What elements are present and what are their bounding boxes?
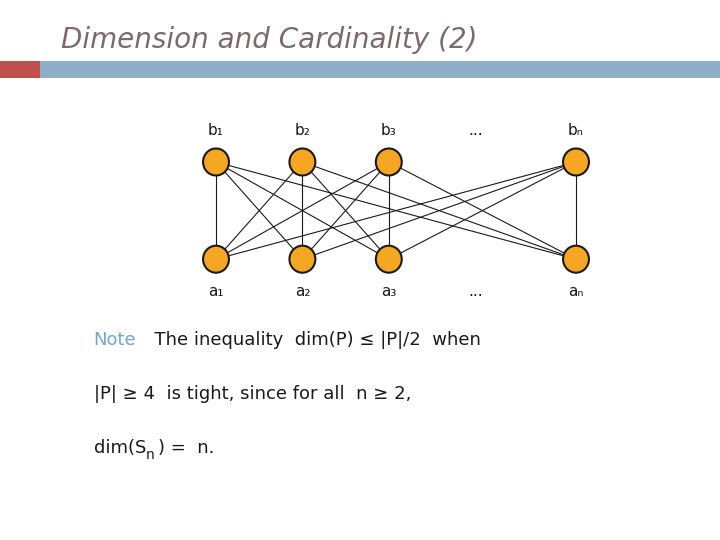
Ellipse shape [289,148,315,176]
Text: b₂: b₂ [294,123,310,138]
Bar [0,61,40,78]
Text: aₙ: aₙ [568,284,584,299]
Text: ...: ... [468,123,482,138]
Text: |P| ≥ 4  is tight, since for all  n ≥ 2,: |P| ≥ 4 is tight, since for all n ≥ 2, [94,385,411,403]
Ellipse shape [203,246,229,273]
Text: b₃: b₃ [381,123,397,138]
Ellipse shape [376,148,402,176]
Ellipse shape [563,246,589,273]
Text: The inequality  dim(P) ≤ |P|/2  when: The inequality dim(P) ≤ |P|/2 when [143,331,480,349]
Text: a₃: a₃ [381,284,397,299]
Text: Dimension and Cardinality (2): Dimension and Cardinality (2) [61,26,477,55]
Text: a₁: a₁ [208,284,224,299]
Text: b₁: b₁ [208,123,224,138]
Ellipse shape [203,148,229,176]
Text: n: n [145,448,154,462]
Text: ...: ... [468,284,482,299]
Text: a₂: a₂ [294,284,310,299]
Text: ) =  n.: ) = n. [158,439,215,457]
Ellipse shape [563,148,589,176]
Ellipse shape [289,246,315,273]
Text: bₙ: bₙ [568,123,584,138]
Text: dim(S: dim(S [94,439,146,457]
Bar [0,61,720,78]
Text: Note: Note [94,331,136,349]
Ellipse shape [376,246,402,273]
